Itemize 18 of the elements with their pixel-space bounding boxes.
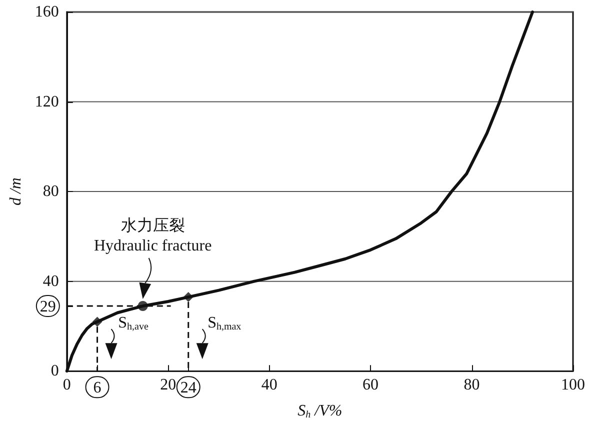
y-tick-label: 29 [40, 298, 56, 316]
point [183, 292, 194, 302]
x-tick-label: 6 [93, 380, 102, 397]
point [92, 316, 102, 327]
y-tick-label: 40 [42, 272, 59, 290]
x-tick-label: 60 [362, 376, 379, 394]
y-tick-label: 160 [34, 4, 59, 20]
y-tick-label: 80 [42, 183, 59, 200]
x-tick-label: 24 [180, 380, 196, 397]
x-tick-label: 80 [464, 376, 480, 394]
annotation: 水力压裂 Hydraulic fracture [94, 216, 212, 255]
y-axis-title: d /m [8, 178, 24, 206]
x-tick-label: 20 [160, 376, 176, 394]
x-tick-label: 40 [261, 376, 278, 394]
y-tick-label: 0 [50, 362, 59, 380]
y-tick-label: 120 [34, 93, 59, 110]
x-tick-label: 100 [561, 376, 585, 394]
x-tick-label: 0 [62, 376, 71, 394]
